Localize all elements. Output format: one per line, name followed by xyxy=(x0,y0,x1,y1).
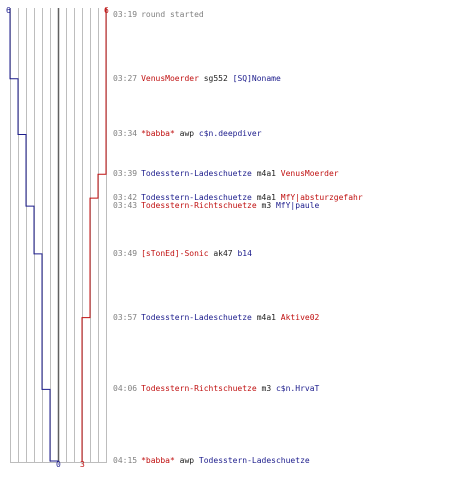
event-row: 03:42 Todesstern-Ladeschuetze m4a1 MfY|ab… xyxy=(113,193,363,203)
team-b-start-count: 6 xyxy=(104,6,109,15)
event-row: 03:43 Todesstern-Richtschuetze m3 MfY|pau… xyxy=(113,201,319,211)
event-weapon: awp xyxy=(179,129,195,139)
event-row: 03:19 round started xyxy=(113,10,204,20)
event-time: 03:57 xyxy=(113,312,138,322)
event-victim: MfY|paule xyxy=(275,201,320,211)
event-weapon: ak47 xyxy=(213,248,233,258)
event-killer: Todesstern-Ladeschuetze xyxy=(141,169,252,179)
event-row: 04:06 Todesstern-Richtschuetze m3 c$n.Hrv… xyxy=(113,384,319,394)
event-killer: round started xyxy=(141,10,204,19)
event-row: 03:49 [sTonEd]-Sonic ak47 b14 xyxy=(113,249,252,259)
event-time: 03:43 xyxy=(113,201,138,211)
event-weapon: awp xyxy=(179,456,195,465)
event-victim: MfY|absturzgefahr xyxy=(280,193,363,203)
event-killer: Todesstern-Ladeschuetze xyxy=(141,312,252,322)
chart-grid xyxy=(10,8,107,463)
event-killer: *babba* xyxy=(141,456,175,465)
team-b-step-line xyxy=(81,8,107,462)
event-victim: [SQ]Noname xyxy=(232,73,281,83)
event-time: 03:34 xyxy=(113,129,138,139)
event-killer: [sTonEd]-Sonic xyxy=(141,248,209,258)
event-victim: b14 xyxy=(237,248,252,258)
event-row: 03:39 Todesstern-Ladeschuetze m4a1 VenusM… xyxy=(113,169,339,179)
event-killer: Todesstern-Richtschuetze xyxy=(141,384,257,394)
team-a-step-line xyxy=(9,8,59,462)
event-victim: Aktive02 xyxy=(280,312,320,322)
event-row: 03:57 Todesstern-Ladeschuetze m4a1 Aktive… xyxy=(113,313,319,323)
event-time: 03:19 xyxy=(113,10,138,19)
event-time: 03:39 xyxy=(113,169,138,179)
event-time: 03:27 xyxy=(113,73,138,83)
event-victim: c$n.deepdiver xyxy=(198,129,262,139)
event-time: 03:42 xyxy=(113,193,138,203)
event-killer: Todesstern-Ladeschuetze xyxy=(141,193,252,203)
event-victim: Todesstern-Ladeschuetze xyxy=(198,456,310,465)
event-row: 04:15 *babba* awp Todesstern-Ladeschuetze xyxy=(113,456,310,466)
event-killer: VenusMoerder xyxy=(141,73,199,83)
event-time: 03:49 xyxy=(113,248,138,258)
event-weapon: m4a1 xyxy=(256,169,276,179)
event-time: 04:06 xyxy=(113,384,138,394)
event-weapon: m3 xyxy=(261,384,272,394)
event-row: 03:34 *babba* awp c$n.deepdiver xyxy=(113,129,262,139)
team-a-start-count: 6 xyxy=(6,6,11,15)
team-b-end-count: 3 xyxy=(80,460,85,469)
event-row: 03:27 VenusMoerder sg552 [SQ]Noname xyxy=(113,74,281,84)
event-time: 04:15 xyxy=(113,456,138,465)
event-killer: *babba* xyxy=(141,129,175,139)
event-weapon: sg552 xyxy=(203,73,228,83)
chart-lines xyxy=(9,8,107,462)
event-weapon: m3 xyxy=(261,201,272,211)
event-weapon: m4a1 xyxy=(256,312,276,322)
event-victim: c$n.HrvaT xyxy=(275,384,320,394)
event-weapon: m4a1 xyxy=(256,193,276,203)
event-victim: VenusMoerder xyxy=(280,169,339,179)
team-a-end-count: 0 xyxy=(56,460,61,469)
event-killer: Todesstern-Richtschuetze xyxy=(141,201,257,211)
